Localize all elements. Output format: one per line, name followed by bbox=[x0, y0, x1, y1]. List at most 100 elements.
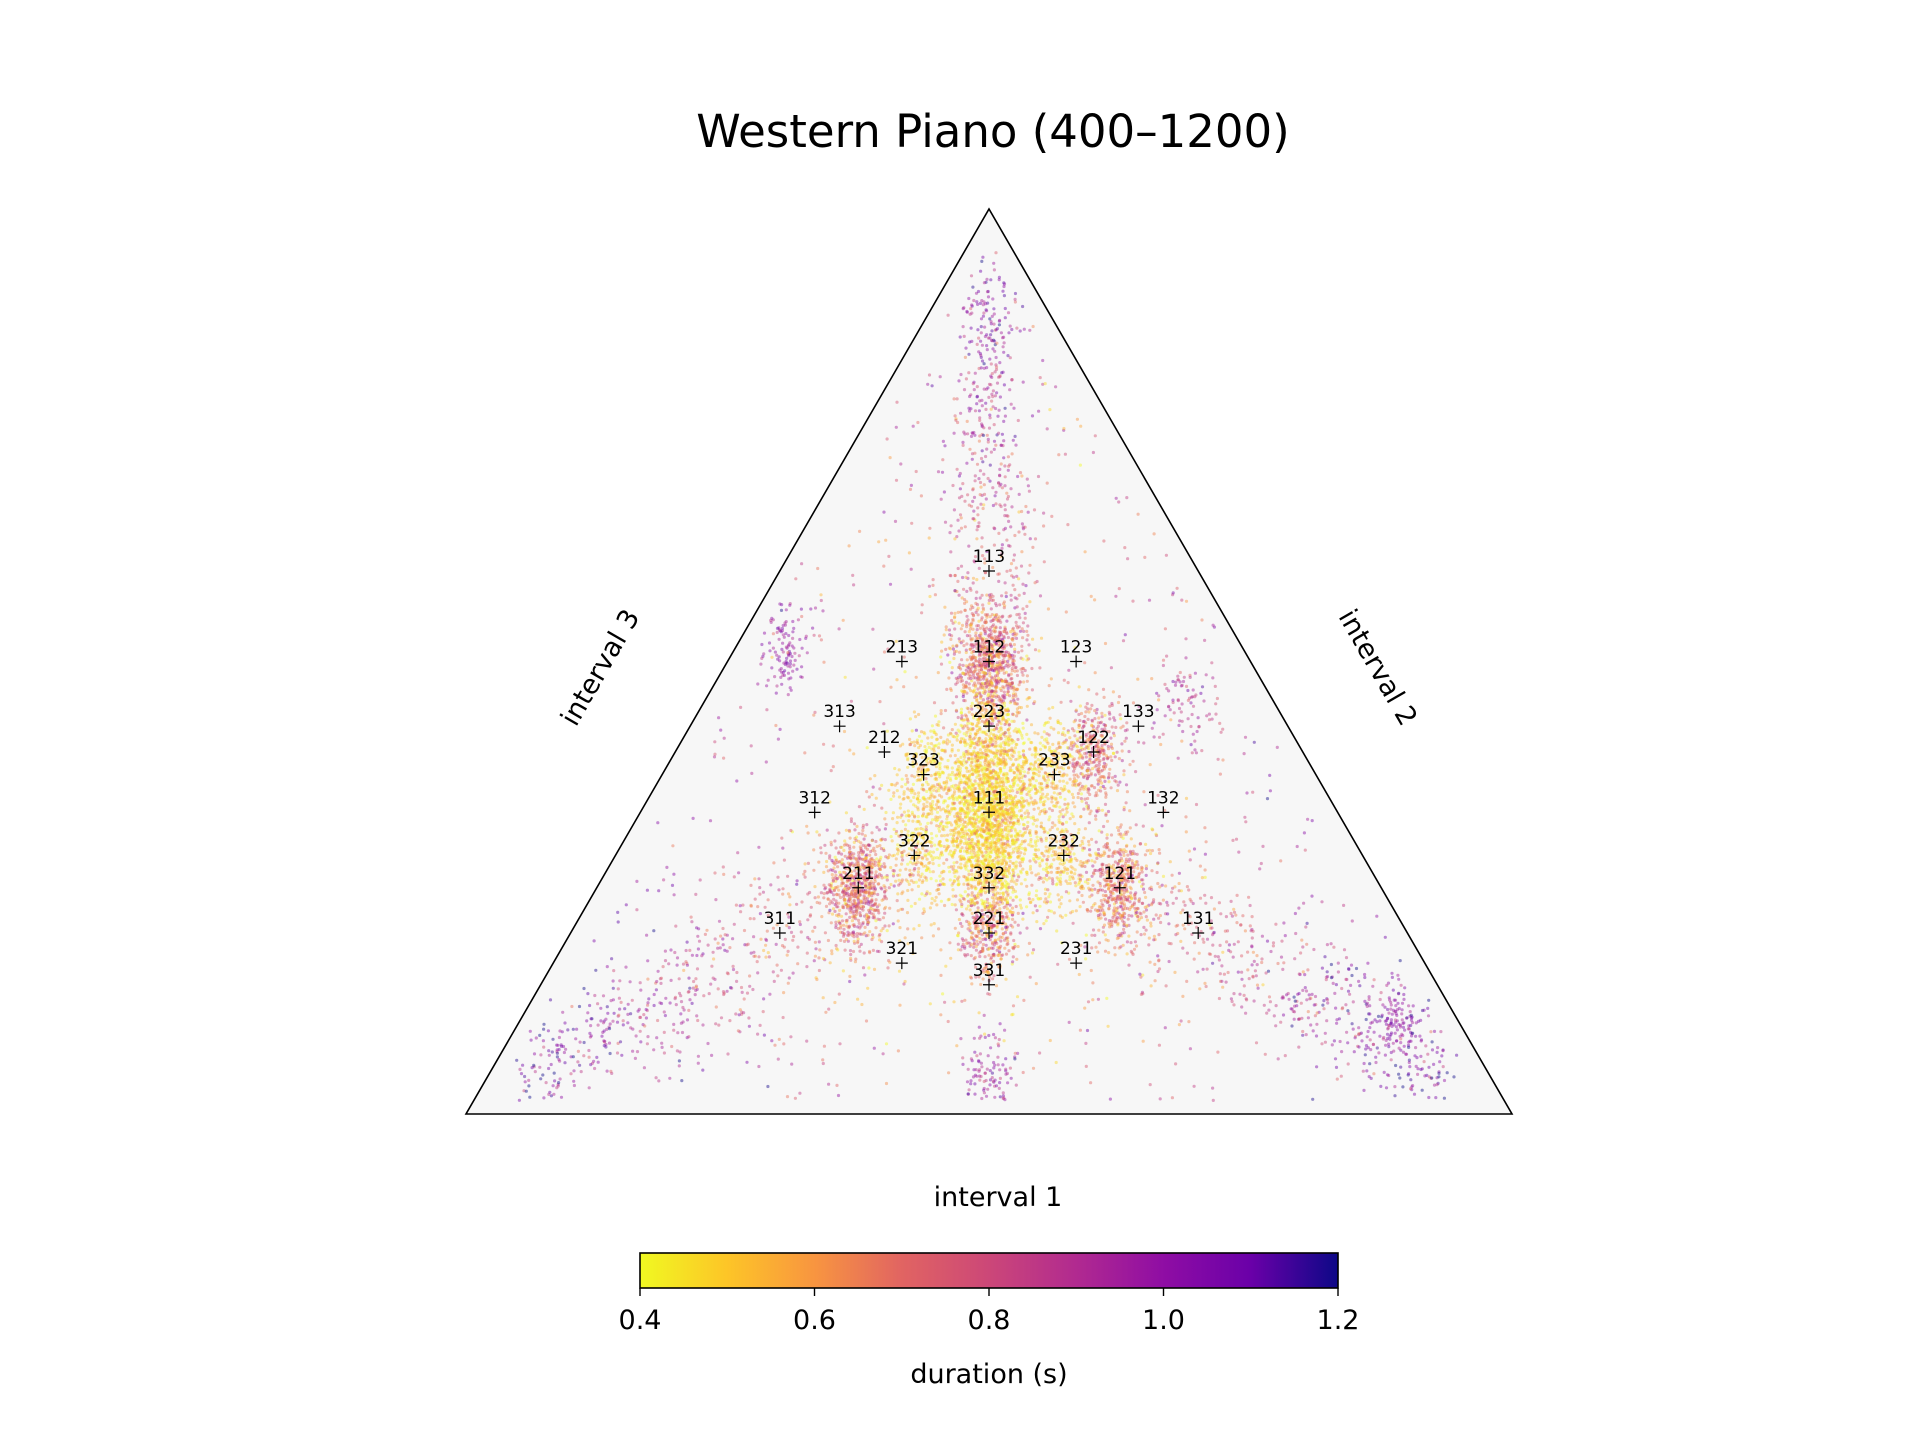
scatter-point bbox=[803, 869, 807, 874]
scatter-point bbox=[822, 896, 826, 900]
scatter-point bbox=[874, 919, 878, 923]
scatter-point bbox=[1119, 917, 1123, 921]
scatter-point bbox=[959, 806, 963, 810]
scatter-point bbox=[1066, 681, 1070, 685]
scatter-point bbox=[960, 846, 964, 850]
scatter-point bbox=[1020, 839, 1024, 843]
scatter-point bbox=[895, 899, 899, 903]
scatter-point bbox=[1110, 725, 1114, 729]
scatter-point bbox=[992, 954, 996, 958]
scatter-point bbox=[1006, 735, 1010, 739]
scatter-point bbox=[1009, 825, 1013, 829]
scatter-point bbox=[953, 903, 957, 907]
scatter-point bbox=[1015, 714, 1019, 718]
scatter-point bbox=[1028, 778, 1032, 783]
scatter-point bbox=[994, 778, 998, 782]
scatter-point bbox=[984, 943, 988, 947]
scatter-point bbox=[837, 901, 841, 905]
scatter-point bbox=[959, 627, 963, 631]
scatter-point bbox=[1110, 701, 1114, 706]
scatter-point bbox=[1012, 783, 1016, 787]
scatter-point bbox=[1055, 784, 1059, 788]
scatter-point bbox=[839, 852, 844, 856]
scatter-point bbox=[990, 834, 994, 838]
scatter-point bbox=[1025, 732, 1029, 737]
scatter-point bbox=[963, 699, 967, 703]
scatter-point bbox=[869, 911, 873, 915]
scatter-point bbox=[977, 882, 981, 886]
scatter-point bbox=[978, 833, 982, 837]
scatter-point bbox=[1079, 792, 1083, 796]
scatter-point bbox=[956, 748, 961, 752]
scatter-point bbox=[849, 952, 853, 957]
scatter-point bbox=[1022, 852, 1027, 856]
scatter-point bbox=[840, 845, 844, 850]
scatter-point bbox=[996, 815, 1000, 819]
scatter-point bbox=[1039, 782, 1043, 786]
scatter-point bbox=[1116, 783, 1120, 787]
scatter-point bbox=[852, 895, 856, 899]
scatter-point bbox=[992, 629, 996, 633]
scatter-point bbox=[978, 936, 982, 940]
scatter-point bbox=[921, 864, 926, 868]
scatter-point bbox=[997, 837, 1001, 842]
scatter-point bbox=[908, 868, 912, 872]
scatter-point bbox=[981, 603, 985, 607]
scatter-point bbox=[1006, 749, 1010, 753]
scatter-point bbox=[923, 875, 927, 879]
scatter-point bbox=[861, 828, 865, 833]
scatter-point bbox=[835, 876, 839, 881]
scatter-point bbox=[1116, 906, 1120, 910]
scatter-point bbox=[937, 827, 941, 831]
scatter-point bbox=[884, 855, 888, 859]
scatter-point bbox=[948, 941, 952, 945]
scatter-point bbox=[938, 874, 942, 878]
scatter-point bbox=[1023, 839, 1027, 843]
scatter-point bbox=[1038, 927, 1043, 931]
scatter-point bbox=[811, 929, 815, 933]
scatter-point bbox=[935, 782, 940, 787]
scatter-point bbox=[1129, 941, 1133, 945]
scatter-point bbox=[906, 898, 910, 903]
scatter-point bbox=[1037, 770, 1041, 774]
scatter-point bbox=[1122, 922, 1126, 926]
scatter-point bbox=[1027, 941, 1031, 946]
scatter-point bbox=[958, 771, 962, 775]
scatter-point bbox=[994, 828, 998, 833]
scatter-point bbox=[1111, 854, 1115, 858]
scatter-point bbox=[972, 676, 976, 680]
scatter-point bbox=[1097, 928, 1101, 932]
scatter-point bbox=[977, 931, 981, 936]
scatter-point bbox=[976, 839, 981, 843]
scatter-point bbox=[812, 868, 816, 872]
scatter-point bbox=[955, 680, 960, 685]
scatter-point bbox=[928, 861, 932, 865]
scatter-point bbox=[987, 738, 991, 742]
scatter-point bbox=[959, 921, 963, 926]
scatter-point bbox=[1023, 616, 1027, 620]
scatter-point bbox=[984, 867, 988, 871]
scatter-point bbox=[990, 864, 994, 868]
scatter-point bbox=[971, 794, 976, 799]
scatter-point bbox=[952, 844, 956, 848]
scatter-point bbox=[1041, 792, 1045, 796]
scatter-point bbox=[940, 850, 944, 854]
scatter-point bbox=[1009, 931, 1013, 935]
scatter-point bbox=[1006, 893, 1010, 897]
scatter-point bbox=[990, 776, 994, 781]
scatter-point bbox=[994, 850, 998, 854]
scatter-point bbox=[992, 708, 996, 712]
scatter-point bbox=[942, 844, 946, 849]
scatter-point bbox=[1009, 833, 1014, 838]
scatter-point bbox=[1078, 704, 1082, 708]
scatter-point bbox=[977, 871, 981, 875]
scatter-point bbox=[848, 856, 853, 860]
scatter-point bbox=[965, 832, 969, 836]
scatter-point bbox=[984, 808, 989, 813]
scatter-point bbox=[1002, 868, 1006, 872]
scatter-point bbox=[853, 828, 857, 832]
scatter-point bbox=[993, 841, 997, 845]
scatter-point bbox=[1015, 743, 1019, 747]
scatter-point bbox=[974, 822, 978, 826]
scatter-point bbox=[834, 925, 838, 930]
